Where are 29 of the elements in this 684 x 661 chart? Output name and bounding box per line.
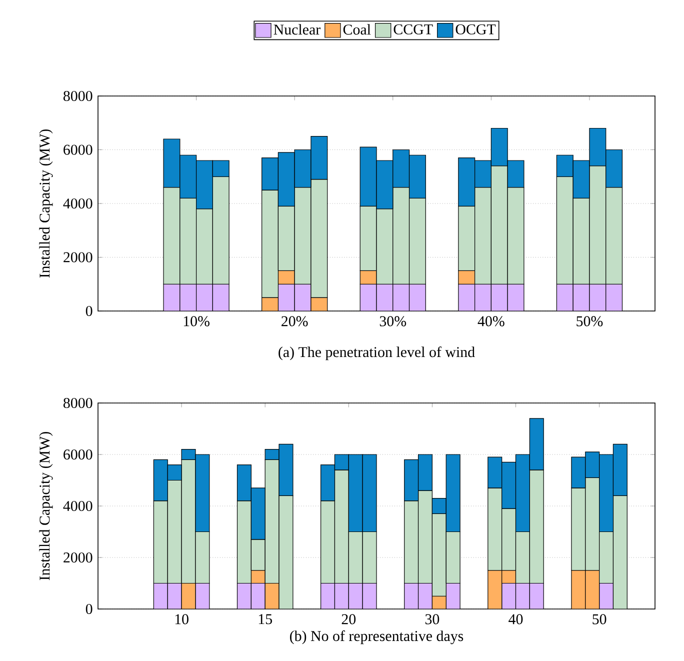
y-tick-label: 6000 — [64, 449, 92, 460]
y-axis-title: Installed Capacity (MW) — [39, 129, 53, 278]
x-tick-label: 30% — [380, 316, 406, 326]
x-axis-title: (a) The penetration level of wind — [278, 346, 475, 360]
y-axis-title: Installed Capacity (MW) — [39, 432, 53, 580]
y-tick-label: 4000 — [63, 198, 92, 209]
legend-label: CCGT — [394, 24, 433, 34]
x-tick-label: 10% — [184, 316, 210, 326]
x-tick-label: 30 — [425, 614, 440, 624]
y-tick-label: 6000 — [64, 144, 92, 155]
y-tick-label: 8000 — [63, 398, 92, 408]
y-tick-label: 4000 — [63, 500, 92, 512]
x-tick-label: 15 — [258, 614, 272, 624]
y-tick-label: 2000 — [64, 552, 92, 563]
x-tick-label: 40% — [478, 316, 504, 326]
x-tick-label: 20 — [342, 614, 356, 624]
x-tick-label: 10 — [175, 614, 188, 624]
x-axis-title: (b) No of representative days — [290, 630, 464, 644]
y-tick-label: 2000 — [64, 252, 92, 262]
x-tick-label: 40 — [508, 614, 523, 624]
legend-label: OCGT — [456, 24, 496, 34]
legend-label: Nuclear — [274, 24, 320, 35]
y-tick-label: 0 — [86, 306, 92, 316]
x-tick-label: 50 — [592, 614, 606, 624]
legend-label: Coal — [343, 24, 371, 35]
x-tick-label: 50% — [576, 316, 603, 326]
y-tick-label: 0 — [86, 604, 92, 614]
x-tick-label: 20% — [282, 316, 308, 326]
y-tick-label: 8000 — [63, 90, 92, 102]
